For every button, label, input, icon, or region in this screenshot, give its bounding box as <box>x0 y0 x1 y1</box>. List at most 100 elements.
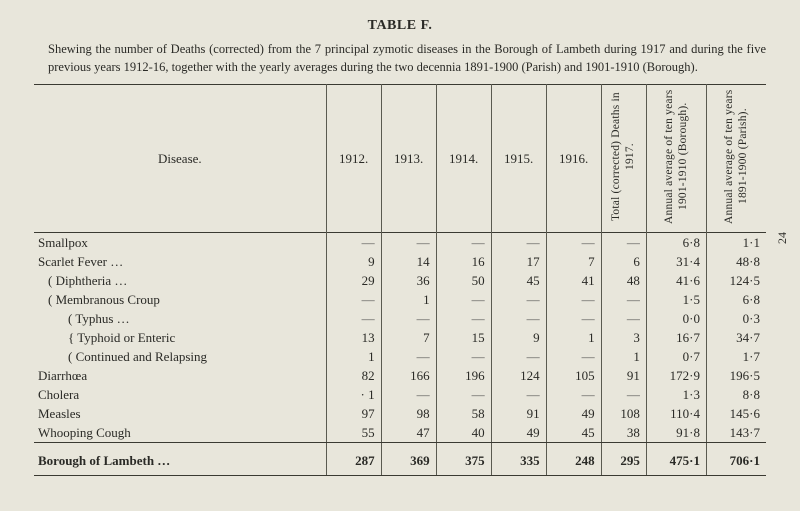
total-cell: 248 <box>546 443 601 476</box>
value-cell: 8·8 <box>707 385 766 404</box>
total-cell: 335 <box>491 443 546 476</box>
value-cell: 34·7 <box>707 328 766 347</box>
value-cell: 91·8 <box>646 423 706 442</box>
value-cell: 1 <box>326 347 381 366</box>
value-cell: 49 <box>546 404 601 423</box>
col-disease-label: Disease. <box>158 151 202 166</box>
value-cell: — <box>491 385 546 404</box>
value-cell: — <box>436 290 491 309</box>
value-cell: — <box>381 233 436 253</box>
value-cell: 91 <box>491 404 546 423</box>
value-cell: — <box>601 290 646 309</box>
value-cell: 3 <box>601 328 646 347</box>
value-cell: 105 <box>546 366 601 385</box>
header-row: Disease. 1912. 1913. 1914. 1915. 1916. T… <box>34 85 766 233</box>
value-cell: — <box>491 347 546 366</box>
value-cell: 38 <box>601 423 646 442</box>
value-cell: 98 <box>381 404 436 423</box>
value-cell: — <box>491 290 546 309</box>
value-cell: — <box>436 385 491 404</box>
table-caption: Shewing the number of Deaths (corrected)… <box>34 40 766 76</box>
disease-cell: ( Continued and Relapsing <box>34 347 326 366</box>
value-cell: 1 <box>601 347 646 366</box>
value-cell: 1 <box>546 328 601 347</box>
disease-cell: ( Membranous Croup <box>34 290 326 309</box>
value-cell: 41 <box>546 271 601 290</box>
value-cell: — <box>381 347 436 366</box>
value-cell: 97 <box>326 404 381 423</box>
total-cell: 287 <box>326 443 381 476</box>
col-1912: 1912. <box>326 85 381 233</box>
value-cell: 1·3 <box>646 385 706 404</box>
value-cell: 145·6 <box>707 404 766 423</box>
value-cell: 50 <box>436 271 491 290</box>
value-cell: 124·5 <box>707 271 766 290</box>
value-cell: 13 <box>326 328 381 347</box>
value-cell: — <box>546 290 601 309</box>
table-row: ( Membranous Croup—1————1·56·8 <box>34 290 766 309</box>
value-cell: 7 <box>546 252 601 271</box>
value-cell: 0·7 <box>646 347 706 366</box>
caption-text: Shewing the number of Deaths (corrected)… <box>34 40 766 76</box>
value-cell: 0·3 <box>707 309 766 328</box>
value-cell: 40 <box>436 423 491 442</box>
value-cell: — <box>546 385 601 404</box>
total-cell: 369 <box>381 443 436 476</box>
total-cell: 706·1 <box>707 443 766 476</box>
value-cell: — <box>546 309 601 328</box>
col-1916: 1916. <box>546 85 601 233</box>
value-cell: 29 <box>326 271 381 290</box>
total-cell: 375 <box>436 443 491 476</box>
value-cell: 55 <box>326 423 381 442</box>
disease-cell: { Typhoid or Enteric <box>34 328 326 347</box>
col-avg-borough: Annual average of ten years 1901-1910 (B… <box>646 85 706 233</box>
col-avg-parish-label: Annual average of ten years 1891-1900 (P… <box>723 89 751 224</box>
table-row: ( Diphtheria …29365045414841·6124·5 <box>34 271 766 290</box>
value-cell: 16 <box>436 252 491 271</box>
value-cell: 36 <box>381 271 436 290</box>
disease-cell: ( Typhus … <box>34 309 326 328</box>
table-row: Scarlet Fever …91416177631·448·8 <box>34 252 766 271</box>
value-cell: 48 <box>601 271 646 290</box>
disease-cell: Diarrhœa <box>34 366 326 385</box>
value-cell: 7 <box>381 328 436 347</box>
value-cell: 196 <box>436 366 491 385</box>
value-cell: · 1 <box>326 385 381 404</box>
page-number: 24 <box>775 232 790 244</box>
total-label: Borough of Lambeth … <box>34 443 326 476</box>
value-cell: — <box>546 233 601 253</box>
table-row: Whooping Cough55474049453891·8143·7 <box>34 423 766 442</box>
col-avg-borough-label: Annual average of ten years 1901-1910 (B… <box>663 89 691 224</box>
value-cell: 1·1 <box>707 233 766 253</box>
value-cell: 15 <box>436 328 491 347</box>
col-total-label: Total (corrected) Deaths in 1917. <box>610 89 638 224</box>
total-cell: 475·1 <box>646 443 706 476</box>
value-cell: 124 <box>491 366 546 385</box>
col-1913: 1913. <box>381 85 436 233</box>
value-cell: 45 <box>546 423 601 442</box>
value-cell: 6 <box>601 252 646 271</box>
table-body: Smallpox——————6·81·1Scarlet Fever …91416… <box>34 233 766 476</box>
value-cell: — <box>601 309 646 328</box>
value-cell: — <box>326 233 381 253</box>
value-cell: 31·4 <box>646 252 706 271</box>
value-cell: — <box>491 233 546 253</box>
value-cell: 6·8 <box>707 290 766 309</box>
value-cell: — <box>491 309 546 328</box>
value-cell: 0·0 <box>646 309 706 328</box>
table-row: Cholera· 1—————1·38·8 <box>34 385 766 404</box>
value-cell: 47 <box>381 423 436 442</box>
col-1914: 1914. <box>436 85 491 233</box>
total-cell: 295 <box>601 443 646 476</box>
table-row: Measles9798589149108110·4145·6 <box>34 404 766 423</box>
value-cell: 16·7 <box>646 328 706 347</box>
col-avg-parish: Annual average of ten years 1891-1900 (P… <box>707 85 766 233</box>
bottom-rule <box>34 475 766 476</box>
value-cell: 1·5 <box>646 290 706 309</box>
table-label: TABLE F. <box>34 18 766 34</box>
value-cell: — <box>326 309 381 328</box>
value-cell: 110·4 <box>646 404 706 423</box>
value-cell: — <box>436 233 491 253</box>
table-row: { Typhoid or Enteric1371591316·734·7 <box>34 328 766 347</box>
table-row: ( Continued and Relapsing1————10·71·7 <box>34 347 766 366</box>
